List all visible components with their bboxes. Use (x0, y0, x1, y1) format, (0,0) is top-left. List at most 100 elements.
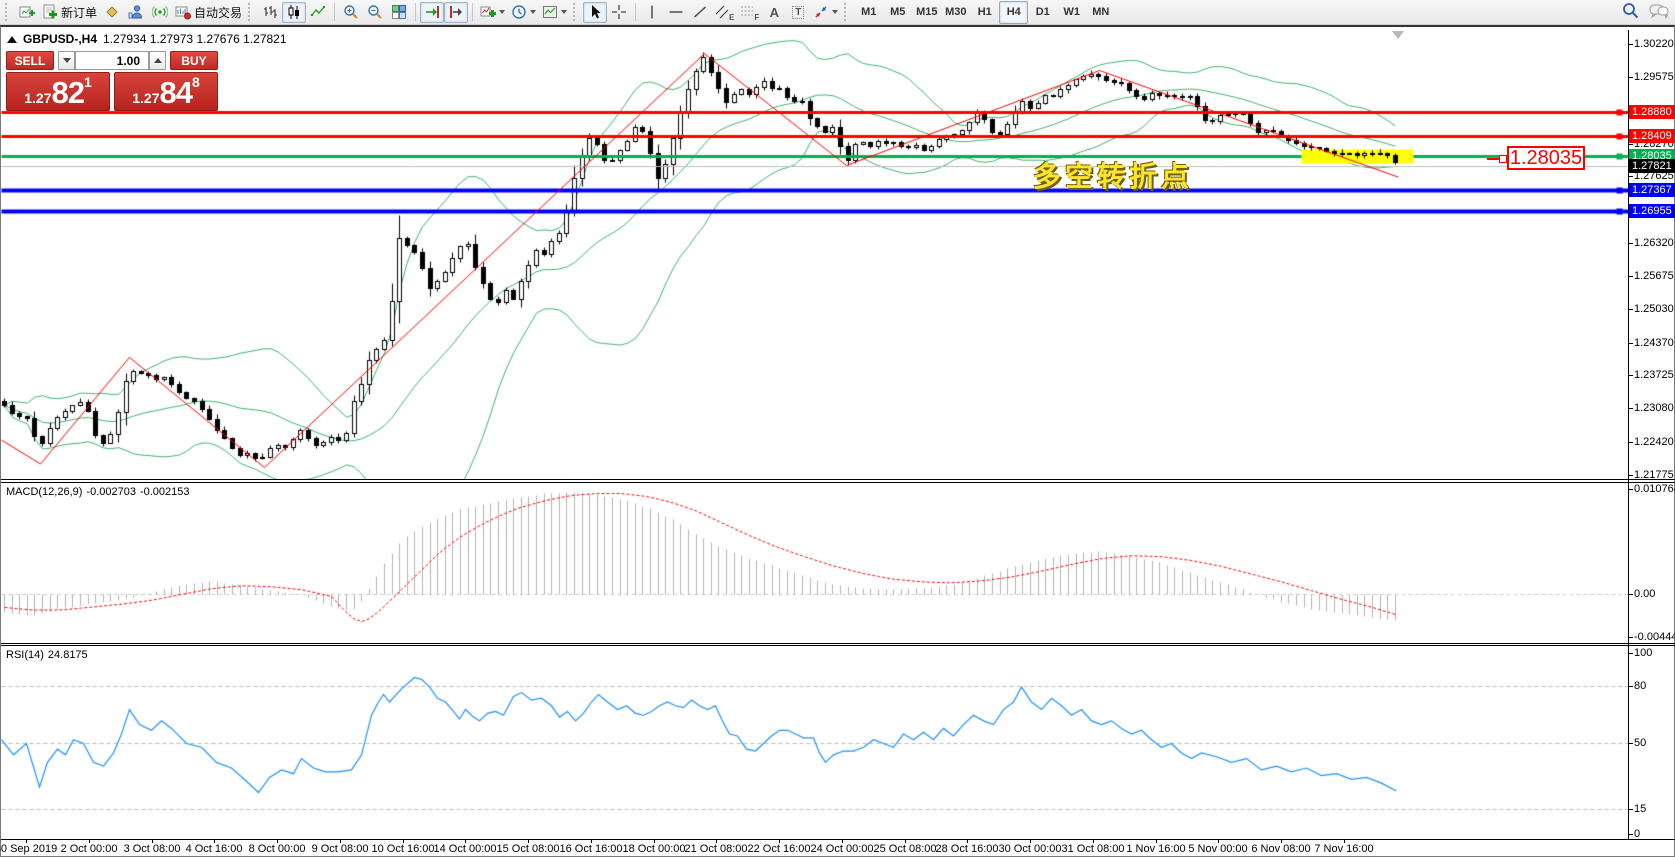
callout-dash-icon (1487, 158, 1500, 160)
timeframe-w1-button[interactable]: W1 (1063, 6, 1081, 18)
one-click-trading-panel: SELL 1.00 BUY 1.27 82 1 1.27 84 8 (6, 51, 222, 111)
timeframe-mn-button[interactable]: MN (1092, 6, 1110, 18)
rsi-axis-tick (1628, 743, 1633, 744)
fibonacci-button[interactable]: F (737, 2, 762, 23)
sell-price-button[interactable]: 1.27 82 1 (6, 72, 110, 111)
chart-title: GBPUSD-,H4 1.27934 1.27973 1.27676 1.278… (7, 32, 287, 46)
timeframe-m15-button[interactable]: M15 (916, 6, 938, 18)
line-chart-icon (311, 6, 326, 16)
gold-diamond-icon (106, 6, 118, 18)
autotrading-button[interactable]: 自动交易 (172, 2, 245, 23)
toolbar-grip[interactable] (844, 3, 851, 21)
macd-panel-canvas[interactable] (1, 483, 1628, 644)
price-axis-label: 1.25030 (1634, 303, 1674, 315)
price-callout-box[interactable]: 1.28035 (1507, 146, 1585, 170)
bar-chart-button[interactable] (258, 2, 282, 23)
time-axis-label: 25 Oct 08:00 (873, 843, 937, 855)
toolbar-grip[interactable] (248, 3, 255, 21)
new-order-button[interactable]: 新订单 (39, 2, 100, 23)
new-chart-button[interactable] (15, 2, 39, 23)
chart-window: GBPUSD-,H4 1.27934 1.27973 1.27676 1.278… (0, 25, 1675, 857)
rsi-value: 24.8175 (47, 649, 88, 661)
time-axis-tick (905, 839, 906, 843)
price-axis-tick (1628, 44, 1633, 45)
templates-button[interactable] (539, 2, 570, 23)
buy-price-button[interactable]: 1.27 84 8 (114, 72, 218, 111)
channel-icon (715, 5, 729, 19)
volume-input[interactable]: 1.00 (75, 51, 149, 70)
periods-button[interactable] (508, 2, 539, 23)
time-axis-label: 7 Nov 16:00 (1314, 843, 1374, 855)
tile-windows-button[interactable] (387, 2, 411, 23)
rsi-axis-tick (1628, 653, 1633, 654)
dropdown-caret-icon (499, 10, 506, 14)
chart-shift-marker-icon[interactable] (1392, 31, 1404, 39)
time-axis-label: 28 Oct 16:00 (935, 843, 999, 855)
search-icon[interactable] (1622, 2, 1639, 19)
text-label-button[interactable]: T (786, 2, 810, 23)
timeframe-m5-button[interactable]: M5 (890, 6, 906, 18)
time-axis-label: 10 Oct 16:00 (371, 843, 435, 855)
rsi-axis-label: 80 (1634, 680, 1647, 692)
price-line-badge: 1.26955 (1629, 204, 1675, 218)
price-axis-tick (1628, 343, 1633, 344)
timeframe-m30-button[interactable]: M30 (945, 6, 967, 18)
rsi-panel-canvas[interactable] (1, 646, 1628, 839)
expand-triangle-icon[interactable] (7, 35, 17, 43)
panel-separator[interactable] (1, 482, 1675, 483)
time-axis-label: 2 Oct 00:00 (60, 843, 118, 855)
main-chart-canvas[interactable] (1, 30, 1628, 480)
timeframe-h1-button[interactable]: H1 (977, 6, 992, 18)
time-axis-label: 1 Nov 16:00 (1126, 843, 1186, 855)
line-chart-button[interactable] (306, 2, 330, 23)
horizontal-line-button[interactable] (664, 2, 688, 23)
separator (415, 3, 417, 21)
zoom-out-icon (368, 5, 382, 19)
timeframe-d1-button[interactable]: D1 (1035, 6, 1050, 18)
metaeditor-button[interactable] (124, 2, 148, 23)
price-axis-tick (1628, 243, 1633, 244)
panel-separator[interactable] (1, 645, 1675, 646)
arrows-button[interactable] (810, 2, 841, 23)
rsi-axis-tick (1628, 834, 1633, 835)
candlestick-chart-button[interactable] (282, 1, 307, 23)
time-axis-tick (779, 839, 780, 843)
cursor-button[interactable] (583, 1, 608, 23)
time-axis-tick (591, 839, 592, 843)
volume-decrease-button[interactable] (58, 51, 75, 70)
dropdown-caret-icon (561, 10, 568, 14)
signals-button[interactable] (148, 2, 172, 23)
callout-square-icon (1499, 155, 1507, 163)
panel-separator[interactable] (1, 479, 1675, 480)
person-chart-icon (128, 5, 143, 19)
crosshair-button[interactable] (607, 2, 631, 23)
time-axis-tick (528, 839, 529, 843)
toolbar-grip[interactable] (573, 3, 580, 21)
buy-button[interactable]: BUY (170, 51, 218, 70)
vertical-line-button[interactable] (640, 2, 664, 23)
buy-price-big: 84 (159, 75, 192, 110)
timeframe-h4-button[interactable]: H4 (999, 0, 1029, 24)
text-button[interactable]: A (762, 2, 786, 23)
time-axis-tick (277, 839, 278, 843)
turning-point-annotation: 多空转折点 (1033, 161, 1194, 192)
chat-icon[interactable] (1649, 3, 1669, 19)
timeframe-m1-button[interactable]: M1 (861, 6, 877, 18)
indicators-button[interactable] (477, 2, 508, 23)
sell-button[interactable]: SELL (6, 51, 54, 70)
channel-letter: E (729, 12, 735, 22)
panel-separator[interactable] (1, 643, 1675, 644)
toolbar: 新订单 自动交易 (0, 0, 1675, 25)
volume-increase-button[interactable] (149, 51, 166, 70)
time-axis-label: 14 Oct 00:00 (433, 843, 497, 855)
auto-scroll-button[interactable] (420, 1, 445, 23)
toolbar-grip[interactable] (5, 3, 12, 21)
zoom-out-button[interactable] (363, 2, 387, 23)
chart-shift-button[interactable] (444, 1, 469, 23)
metaquotes-button[interactable] (100, 2, 124, 23)
trendline-button[interactable] (688, 2, 712, 23)
equidistant-channel-button[interactable]: E (712, 2, 737, 23)
price-line-badge: 1.28409 (1629, 129, 1675, 143)
zoom-in-button[interactable] (339, 2, 363, 23)
